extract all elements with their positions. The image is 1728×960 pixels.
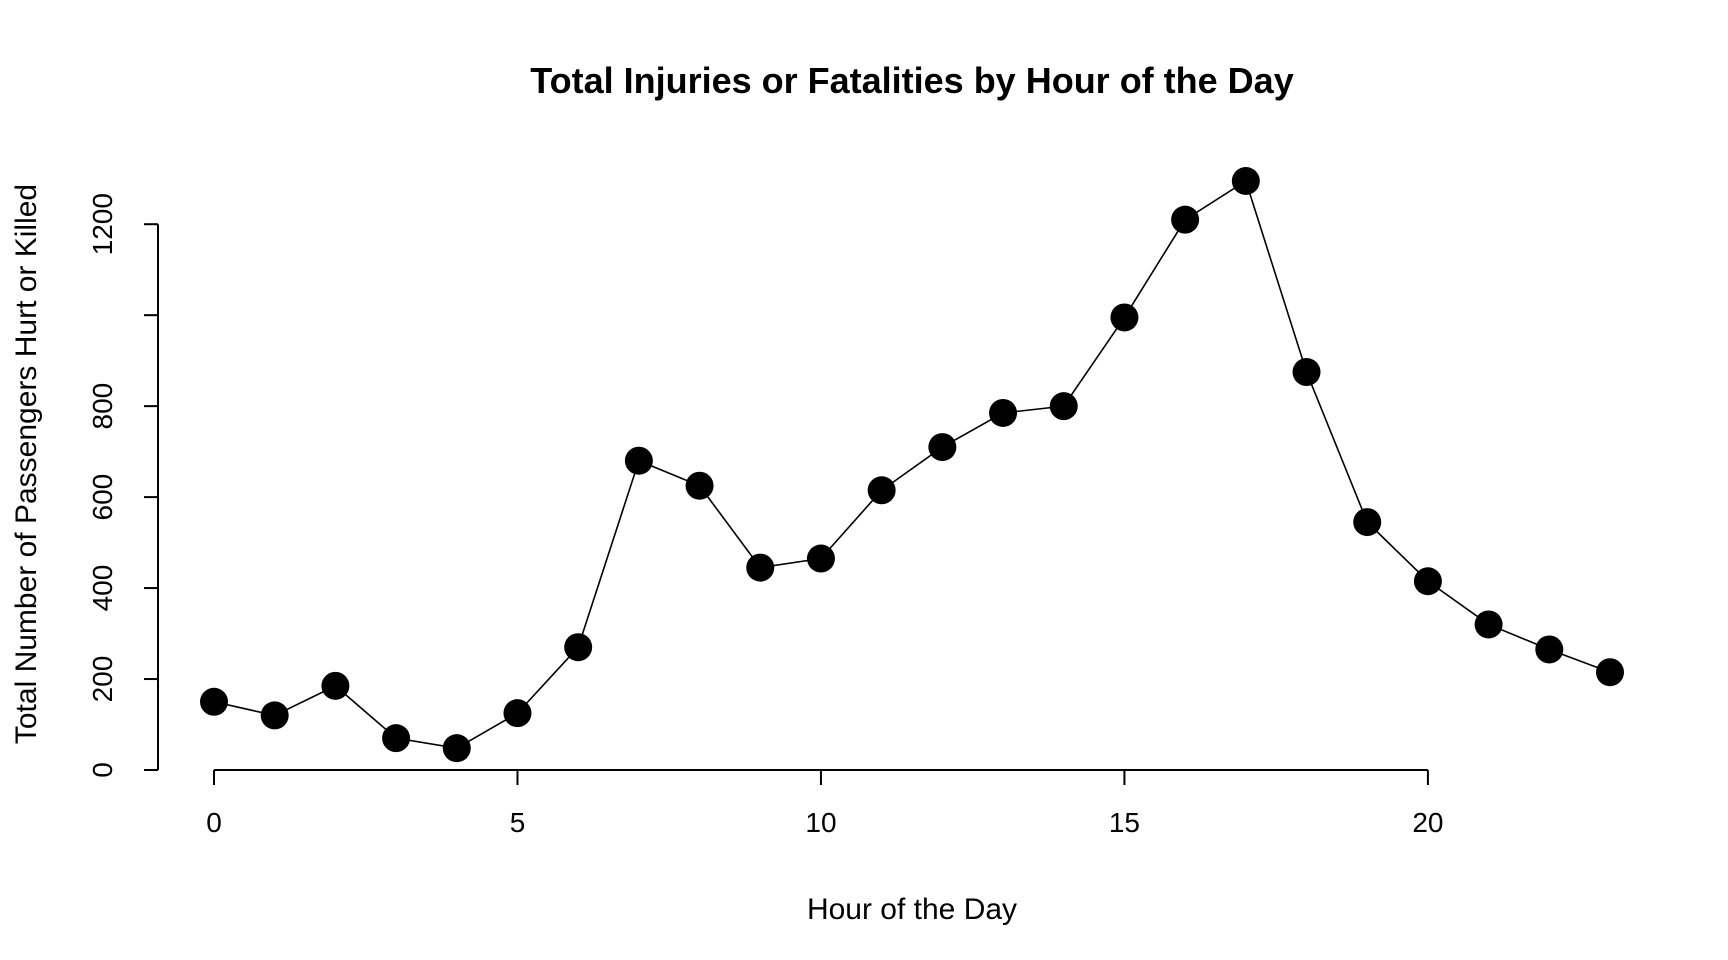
y-axis: 0 200 400 600 800 1200 xyxy=(87,193,159,778)
data-point-hour-18 xyxy=(1292,358,1321,387)
data-point-hour-20 xyxy=(1413,567,1442,596)
data-point-hour-5 xyxy=(503,699,532,728)
y-tick-label: 200 xyxy=(87,656,118,703)
data-point-hour-3 xyxy=(382,724,411,753)
data-point-hour-11 xyxy=(867,476,896,505)
x-axis: 0 5 10 15 20 xyxy=(206,769,1443,838)
data-point-hour-10 xyxy=(806,544,835,573)
data-point-hour-14 xyxy=(1049,392,1078,421)
data-point-hour-19 xyxy=(1353,508,1382,537)
y-tick-label: 600 xyxy=(87,474,118,521)
data-point-hour-9 xyxy=(746,553,775,582)
data-point-hour-6 xyxy=(564,633,593,662)
y-axis-label: Total Number of Passengers Hurt or Kille… xyxy=(10,184,43,744)
data-point-hour-4 xyxy=(442,734,471,763)
y-tick-label: 0 xyxy=(87,762,118,778)
data-point-hour-0 xyxy=(200,687,228,716)
y-tick-label: 400 xyxy=(87,565,118,612)
series-injuries xyxy=(200,167,1624,763)
x-tick-label: 5 xyxy=(510,807,526,838)
x-tick-label: 20 xyxy=(1412,807,1443,838)
x-tick-label: 0 xyxy=(206,807,222,838)
data-point-hour-17 xyxy=(1231,167,1260,195)
data-point-hour-16 xyxy=(1171,205,1200,234)
data-point-hour-15 xyxy=(1110,303,1139,332)
chart-title: Total Injuries or Fatalities by Hour of … xyxy=(530,60,1293,101)
data-point-hour-13 xyxy=(989,398,1018,427)
x-tick-label: 10 xyxy=(805,807,836,838)
x-tick-label: 15 xyxy=(1109,807,1140,838)
y-tick-label: 800 xyxy=(87,383,118,430)
x-axis-label: Hour of the Day xyxy=(807,893,1017,926)
series-line xyxy=(213,179,1611,750)
data-point-hour-8 xyxy=(685,471,714,500)
data-point-hour-12 xyxy=(928,433,957,462)
y-tick-label: 1200 xyxy=(87,193,118,255)
data-point-hour-1 xyxy=(260,701,289,730)
data-point-hour-22 xyxy=(1535,635,1564,664)
data-point-hour-23 xyxy=(1596,658,1624,687)
data-point-hour-7 xyxy=(624,446,653,475)
data-point-hour-2 xyxy=(321,671,350,700)
data-point-hour-21 xyxy=(1474,610,1503,639)
